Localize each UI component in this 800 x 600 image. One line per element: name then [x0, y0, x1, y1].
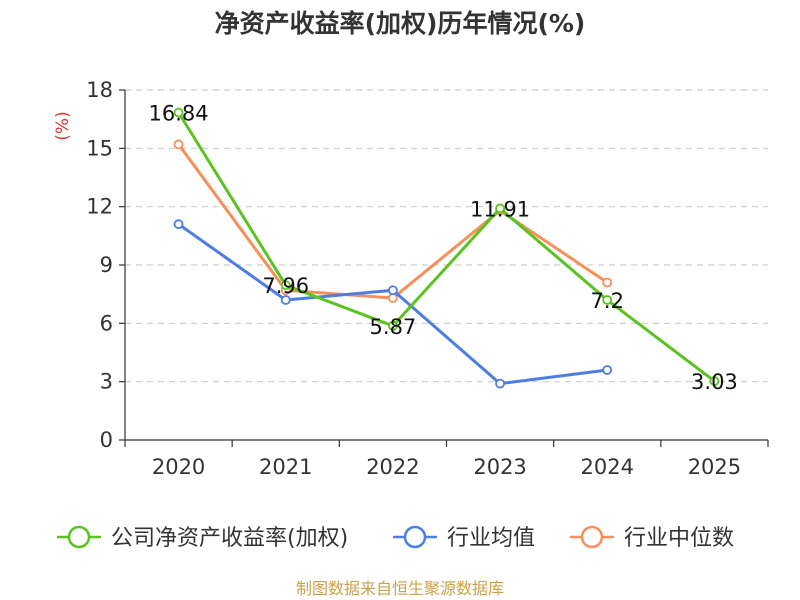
axes: 0 3 6 9 12 15 18 2020 2021 2022 2023 2024 2025 — [86, 78, 769, 479]
legend-marker — [67, 525, 91, 549]
y-tick-label: 18 — [86, 78, 113, 102]
x-tick-label: 2024 — [581, 455, 634, 479]
legend: 公司净资产收益率(加权) 行业均值 行业中位数 — [57, 525, 734, 551]
x-tick-label: 2020 — [152, 455, 205, 479]
data-point — [602, 277, 613, 288]
x-tick-label: 2025 — [688, 455, 741, 479]
data-point — [388, 320, 398, 331]
data-point — [709, 376, 720, 386]
data-label: 5.87 — [370, 315, 417, 339]
series-line-0 — [177, 111, 716, 383]
data-point — [602, 295, 613, 305]
legend-marker — [403, 525, 427, 549]
data-point — [388, 285, 398, 296]
legend-marker — [580, 525, 604, 549]
source-note: 制图数据来自恒生聚源数据库 — [296, 579, 504, 598]
data-label: 3.03 — [691, 370, 738, 394]
data-point — [173, 139, 184, 150]
y-tick-label: 0 — [100, 428, 113, 452]
data-point — [280, 280, 291, 291]
y-tick-label: 3 — [100, 370, 113, 394]
legend-label: 行业均值 — [447, 526, 535, 551]
x-tick-label: 2023 — [473, 455, 526, 479]
series-line-2 — [177, 143, 609, 300]
data-point — [495, 378, 505, 389]
data-label: 11.91 — [470, 197, 530, 221]
y-tick-label: 6 — [100, 311, 113, 335]
series-lines — [173, 107, 720, 389]
y-tick-label: 12 — [86, 195, 113, 219]
x-tick-label: 2022 — [366, 455, 419, 479]
data-labels: 16.84 7.96 5.87 11.91 7.2 3.03 — [149, 102, 738, 395]
legend-label: 公司净资产收益率(加权) — [111, 526, 348, 551]
data-point — [173, 219, 184, 230]
data-point — [495, 203, 505, 214]
data-point — [173, 107, 184, 118]
y-tick-label: 15 — [86, 136, 113, 160]
data-point — [280, 295, 291, 305]
data-label: 16.84 — [149, 102, 209, 126]
data-point — [602, 365, 613, 375]
data-point — [388, 293, 398, 303]
y-axis-unit-label: (%) — [53, 111, 73, 140]
data-label: 7.96 — [262, 274, 309, 298]
chart-title: 净资产收益率(加权)历年情况(%) — [215, 9, 586, 38]
x-tick-label: 2021 — [259, 455, 312, 479]
data-label: 7.2 — [591, 289, 624, 313]
y-tick-label: 9 — [100, 253, 113, 277]
legend-label: 行业中位数 — [624, 526, 734, 551]
series-line-1 — [177, 222, 608, 386]
